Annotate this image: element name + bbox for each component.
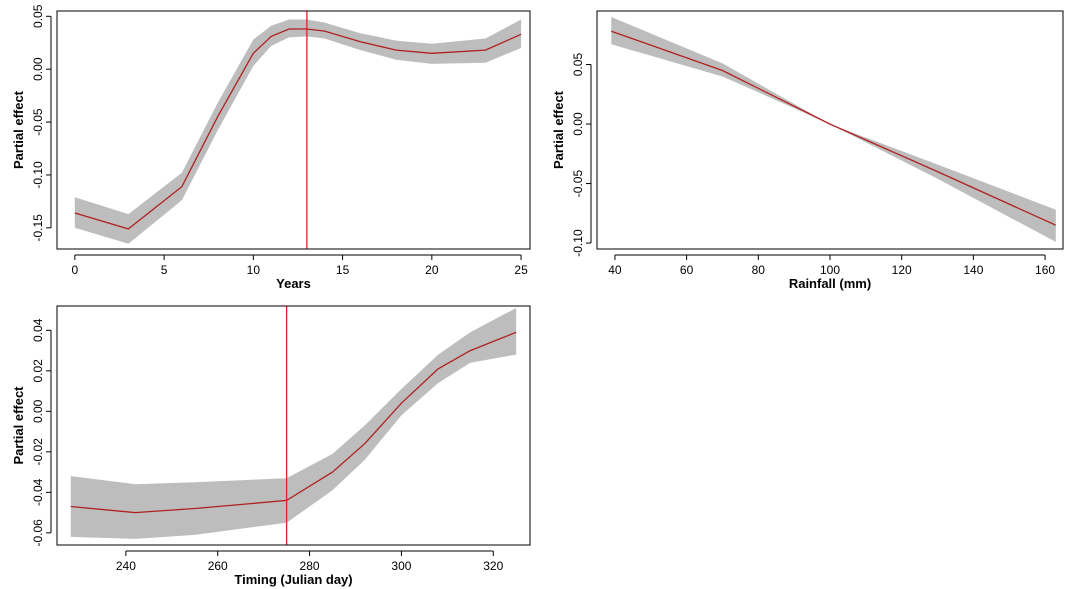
fitted-line (70, 331, 517, 514)
chart-panel-2: 40 60 80 100 120 140 160 Rainfall (mm) -0.10 -0.0… (551, 10, 1064, 291)
fitted-line (74, 28, 522, 230)
x-tick-label: 0 (72, 263, 79, 277)
y-tick-label: 0.00 (571, 112, 585, 136)
x-tick-label: 240 (116, 559, 136, 573)
y-tick-label: 0.04 (31, 318, 45, 342)
x-axis-title: Years (276, 276, 311, 291)
y-axis-title: Partial effect (551, 90, 566, 169)
chart-panel-1: 0 5 10 15 20 25 Years -0.15 -0.10 -0.05 0.00 0.05 Pa… (11, 4, 531, 291)
y-tick-label: -0.10 (31, 161, 45, 189)
x-tick-label: 160 (1035, 263, 1055, 277)
y-tick-label: 0.05 (571, 53, 585, 77)
x-tick-label: 140 (963, 263, 983, 277)
x-tick-label: 25 (514, 263, 528, 277)
plot-frame (596, 10, 1064, 250)
x-tick-label: 15 (336, 263, 350, 277)
y-tick-label: 0.00 (31, 399, 45, 423)
confidence-band (70, 308, 517, 539)
x-tick-label: 120 (892, 263, 912, 277)
confidence-band (611, 17, 1056, 242)
y-tick-label: -0.10 (571, 229, 585, 257)
x-tick-label: 320 (483, 559, 503, 573)
y-tick-label: -0.04 (31, 478, 45, 506)
y-tick-label: 0.05 (31, 4, 45, 28)
x-tick-label: 80 (752, 263, 766, 277)
confidence-band (74, 19, 522, 244)
y-tick-label: 0.00 (31, 57, 45, 81)
x-tick-label: 300 (391, 559, 411, 573)
x-axis-title: Rainfall (mm) (789, 276, 871, 291)
y-tick-label: -0.05 (31, 108, 45, 136)
chart-panel-3: 240 260 280 300 320 Timing (Julian day) -0.06 -… (11, 305, 531, 587)
y-tick-label: -0.02 (31, 438, 45, 466)
y-axis-title: Partial effect (11, 386, 26, 465)
x-tick-label: 60 (680, 263, 694, 277)
fitted-line (611, 30, 1057, 226)
x-tick-label: 20 (425, 263, 439, 277)
x-tick-label: 5 (161, 263, 168, 277)
y-tick-label: -0.06 (31, 519, 45, 547)
x-tick-label: 100 (820, 263, 840, 277)
y-axis-title: Partial effect (11, 90, 26, 169)
y-tick-label: -0.05 (571, 170, 585, 198)
plot-frame (56, 10, 531, 250)
x-tick-label: 40 (608, 263, 622, 277)
plot-frame (56, 305, 531, 546)
x-tick-label: 280 (300, 559, 320, 573)
y-tick-label: -0.15 (31, 214, 45, 242)
y-tick-label: 0.02 (31, 359, 45, 383)
x-axis-title: Timing (Julian day) (234, 572, 352, 587)
x-tick-label: 260 (208, 559, 228, 573)
x-tick-label: 10 (247, 263, 261, 277)
